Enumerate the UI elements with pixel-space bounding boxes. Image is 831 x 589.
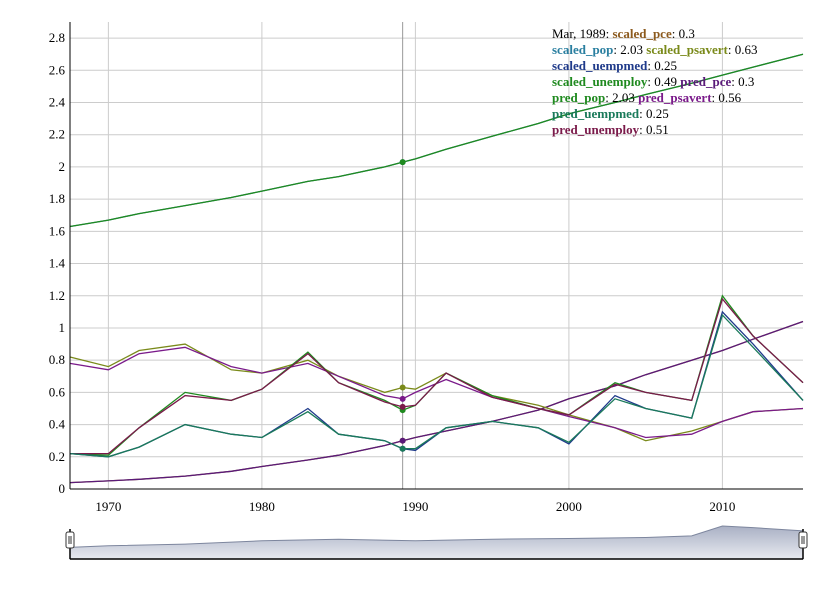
legend-row: scaled_pop: 2.03 scaled_psavert: 0.63 <box>552 42 758 58</box>
range-selector[interactable] <box>65 525 808 560</box>
legend-series-name: pred_pop <box>552 90 606 105</box>
series-line-scaled-pce <box>69 320 804 484</box>
y-tick-label-2: 0.4 <box>49 417 66 432</box>
legend-series-name: scaled_uempmed <box>552 58 648 73</box>
highlight-point-pred-unemploy <box>399 403 406 410</box>
legend-series-name: pred_uempmed <box>552 106 640 121</box>
y-tick-label-10: 2 <box>59 159 66 174</box>
highlight-point-pred-pop <box>399 159 406 166</box>
legend-series-value: : 2.03 <box>613 42 644 57</box>
series-line-pred-unemploy <box>70 297 804 455</box>
series-line-scaled-unemploy <box>69 294 804 456</box>
highlight-point-scaled-psavert <box>399 384 406 391</box>
legend-row: scaled_uempmed: 0.25 <box>552 58 758 74</box>
series-line-pred-pop <box>69 53 804 228</box>
x-tick-label-2: 1990 <box>402 499 428 514</box>
y-tick-label-3: 0.6 <box>49 384 66 399</box>
legend-series-value: : 0.3 <box>731 74 755 89</box>
legend-series-name: scaled_unemploy <box>552 74 648 89</box>
hover-highlight <box>399 22 406 489</box>
legend-row: pred_pop: 2.03 pred_psavert: 0.56 <box>552 90 758 106</box>
series-line-pred-uempmed <box>69 313 804 458</box>
x-tick-label-1: 1980 <box>249 499 275 514</box>
legend-row: scaled_unemploy: 0.49 pred_pce: 0.3 <box>552 74 758 90</box>
y-tick-label-8: 1.6 <box>49 223 66 238</box>
x-tick-label-3: 2000 <box>556 499 582 514</box>
y-tick-label-11: 2.2 <box>49 127 65 142</box>
y-tick-label-13: 2.6 <box>49 62 66 77</box>
legend-series-name: pred_psavert <box>638 90 712 105</box>
highlight-point-pred-psavert <box>399 395 406 402</box>
highlight-point-pred-uempmed <box>399 445 406 452</box>
legend-row: pred_uempmed: 0.25 <box>552 106 758 122</box>
chart-grid <box>70 22 803 490</box>
legend-series-value: : 0.25 <box>639 106 669 121</box>
legend-date: Mar, 1989: <box>552 26 613 41</box>
series-line-pred-pce <box>69 320 804 484</box>
series-line-scaled-psavert <box>69 343 804 442</box>
series-line-pred-psavert <box>69 346 804 439</box>
legend-row: Mar, 1989: scaled_pce: 0.3 <box>552 26 758 42</box>
x-tick-label-0: 1970 <box>95 499 121 514</box>
y-tick-label-12: 2.4 <box>49 95 66 110</box>
range-handle-left[interactable] <box>65 531 75 549</box>
range-handle-right[interactable] <box>798 531 808 549</box>
legend-series-name: pred_pce <box>680 74 732 89</box>
legend-series-value: : 0.25 <box>647 58 677 73</box>
chart-series-group <box>69 53 804 484</box>
legend-series-value: : 0.51 <box>639 122 669 137</box>
y-tick-label-4: 0.8 <box>49 352 65 367</box>
y-tick-label-1: 0.2 <box>49 449 65 464</box>
hover-legend: Mar, 1989: scaled_pce: 0.3 scaled_pop: 2.… <box>552 26 758 138</box>
x-tick-label-4: 2010 <box>709 499 735 514</box>
y-tick-label-7: 1.4 <box>49 256 66 271</box>
legend-series-value: : 0.56 <box>711 90 742 105</box>
y-tick-label-0: 0 <box>59 481 66 496</box>
chart-axes: 0 0.2 0.4 0.6 0.8 1 1.2 1.4 1.6 1.8 2 2.2 2.4 2.6 2.8 1… <box>49 22 803 514</box>
highlight-point-pred-pce <box>399 437 406 444</box>
legend-series-value: : 0.49 <box>647 74 677 89</box>
legend-series-value: : 2.03 <box>605 90 635 105</box>
legend-series-name: scaled_pop <box>552 42 614 57</box>
range-selector-area <box>69 525 804 560</box>
y-tick-label-6: 1.2 <box>49 288 65 303</box>
y-tick-label-5: 1 <box>59 320 66 335</box>
y-tick-label-9: 1.8 <box>49 191 65 206</box>
legend-series-value: : 0.63 <box>727 42 758 57</box>
y-tick-label-14: 2.8 <box>49 30 65 45</box>
legend-series-name: scaled_psavert <box>646 42 728 57</box>
legend-row: pred_unemploy: 0.51 <box>552 122 758 138</box>
legend-series-name: scaled_pce <box>612 26 672 41</box>
legend-series-value: : 0.3 <box>671 26 695 41</box>
legend-series-name: pred_unemploy <box>552 122 640 137</box>
